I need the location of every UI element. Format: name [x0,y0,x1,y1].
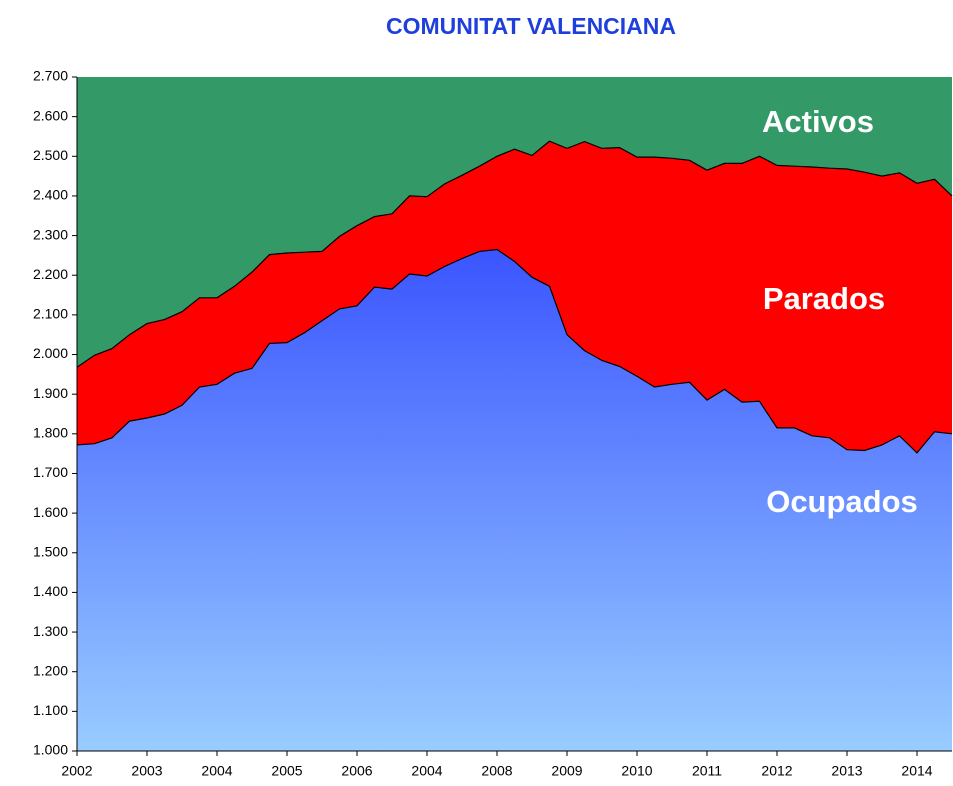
x-tick-label: 2011 [692,763,722,779]
series-label: Ocupados [766,484,918,519]
x-tick-label: 2008 [481,763,512,779]
x-tick-label: 2012 [761,763,792,779]
y-tick-label: 1.500 [33,543,68,559]
x-tick-label: 2006 [341,763,372,779]
y-tick-label: 1.800 [33,425,68,441]
y-tick-label: 1.600 [33,504,68,520]
x-tick-label: 2010 [621,763,652,779]
y-tick-label: 1.400 [33,583,68,599]
y-tick-label: 2.200 [33,266,68,282]
x-tick-label: 2005 [271,763,302,779]
y-tick-label: 2.300 [33,226,68,242]
y-tick-label: 2.000 [33,345,68,361]
x-tick-label: 2004 [201,763,232,779]
x-tick-label: 2009 [551,763,582,779]
y-tick-label: 1.100 [33,702,68,718]
x-tick-label: 2014 [901,763,932,779]
y-tick-label: 2.100 [33,306,68,322]
y-tick-label: 2.700 [33,68,68,84]
chart-title: COMUNITAT VALENCIANA [386,13,676,39]
x-tick-label: 2002 [61,763,92,779]
series-label: Activos [762,104,874,139]
y-tick-label: 1.300 [33,623,68,639]
x-tick-label: 2013 [831,763,862,779]
area-line [76,248,953,454]
y-tick-label: 1.700 [33,464,68,480]
y-tick-label: 2.400 [33,187,68,203]
y-tick-label: 1.900 [33,385,68,401]
y-tick-label: 1.000 [33,742,68,758]
y-tick-label: 1.200 [33,662,68,678]
y-tick-label: 2.600 [33,107,68,123]
area-line [76,140,953,368]
x-tick-label: 2003 [131,763,162,779]
annotation: Parados [763,281,885,316]
x-tick-label: 2004 [411,763,442,779]
y-tick-label: 2.500 [33,147,68,163]
area-fill [77,249,952,751]
